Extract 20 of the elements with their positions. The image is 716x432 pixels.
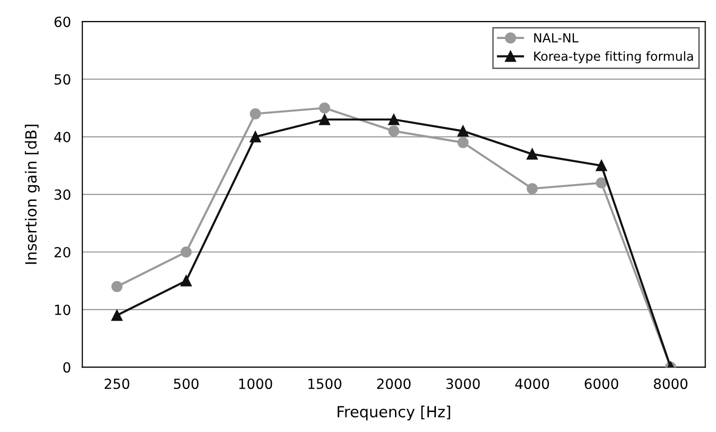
x-tick-label: 6000 — [584, 378, 618, 390]
y-tick-label: 20 — [54, 246, 70, 258]
x-tick-label: 1500 — [308, 378, 342, 390]
legend-label: Korea-type fitting formula — [534, 51, 693, 64]
y-tick-label: 40 — [54, 132, 70, 142]
x-tick-label: 500 — [174, 378, 198, 390]
x-tick-label: 4000 — [515, 378, 549, 390]
y-tick-label: 50 — [54, 74, 70, 85]
y-tick-label: 60 — [54, 16, 70, 28]
legend-label: NAL-NL — [534, 33, 578, 42]
x-axis-title: Frequency [Hz] — [338, 406, 450, 420]
x-tick-label: 3000 — [446, 378, 480, 390]
y-tick-label: 10 — [55, 304, 70, 316]
x-tick-label: 1000 — [239, 378, 272, 390]
x-tick-label: 250 — [104, 378, 130, 390]
y-tick-label: 0 — [63, 362, 70, 373]
x-tick-label: 2000 — [377, 378, 411, 390]
x-tick-label: 8000 — [654, 378, 688, 390]
y-axis-title: Insertion gain [dB] — [24, 124, 40, 264]
y-tick-label: 30 — [54, 189, 70, 200]
